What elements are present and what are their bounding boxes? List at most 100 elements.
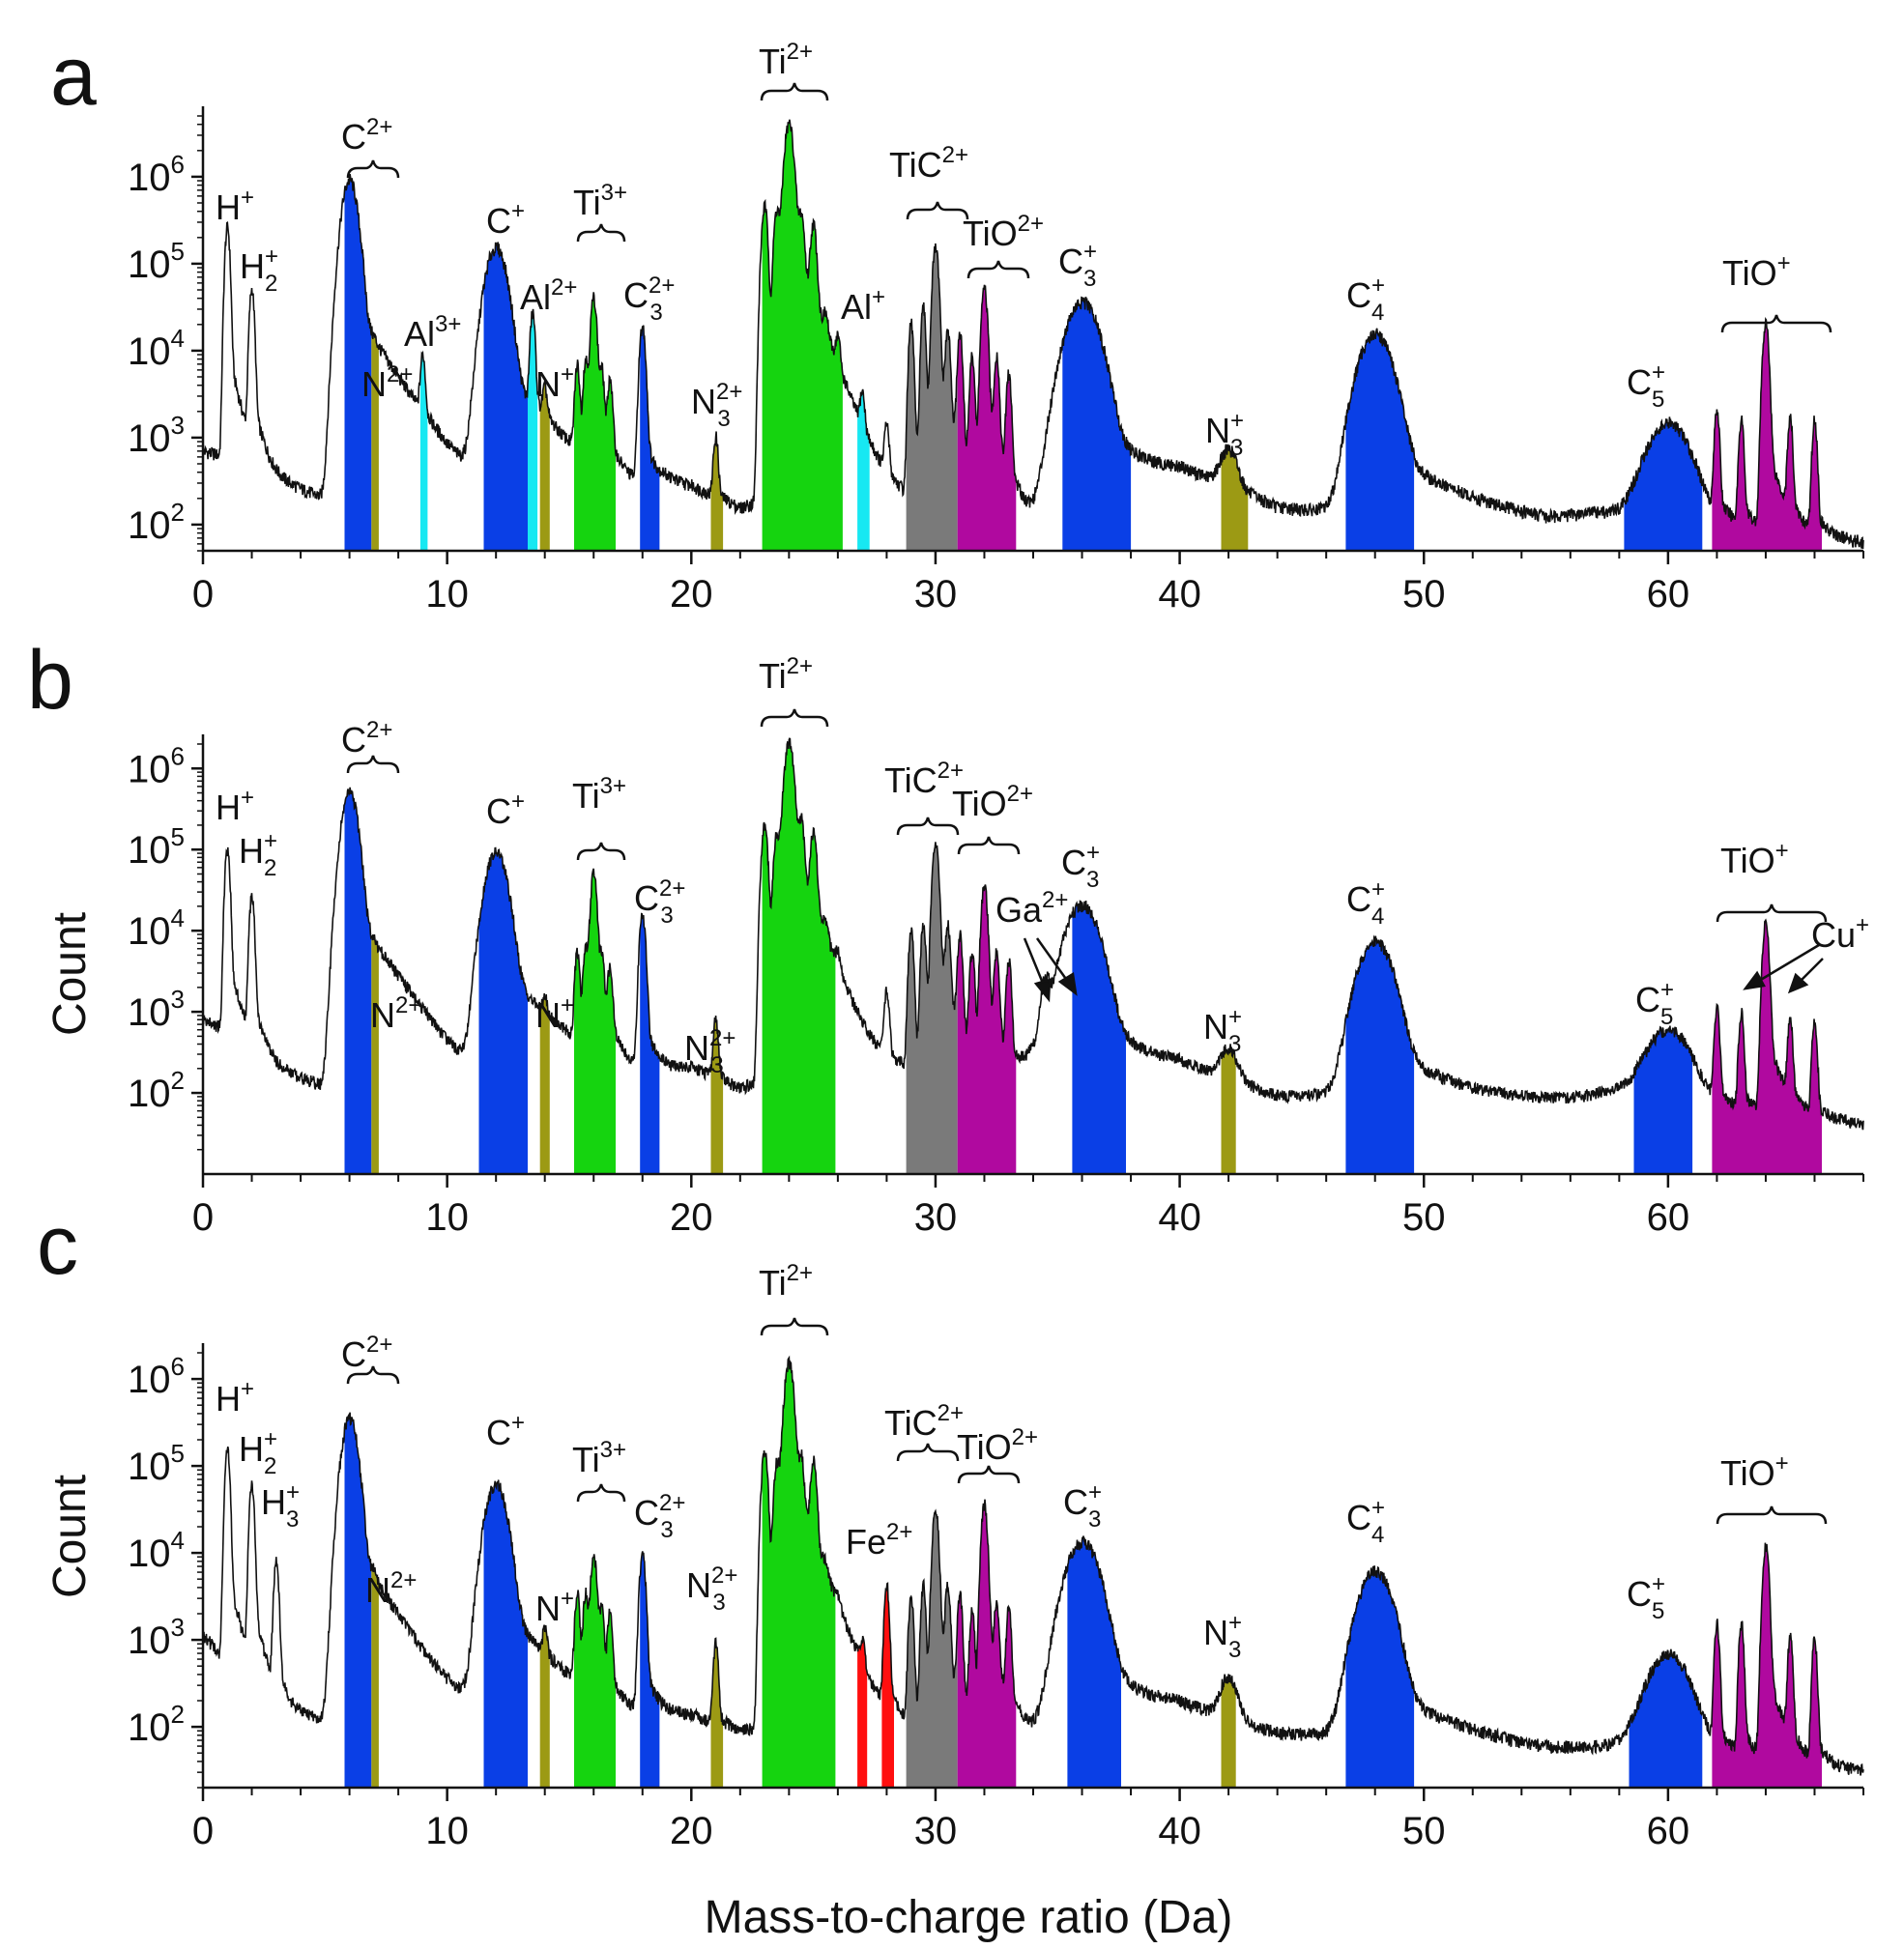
ranged-peak-area bbox=[1067, 1535, 1121, 1788]
y-tick-label: 105 bbox=[128, 237, 185, 286]
ion-label: C+ 4 bbox=[1346, 272, 1385, 326]
ion-label: TiC2+ bbox=[889, 142, 968, 185]
ion-label: C+ 5 bbox=[1627, 359, 1665, 413]
ranged-peak-area bbox=[1072, 901, 1126, 1174]
ion-label: N+ 3 bbox=[1203, 1004, 1242, 1057]
ranged-peak-area bbox=[574, 1554, 616, 1788]
ranged-peak-area bbox=[906, 1510, 958, 1788]
ion-label: Cu+ bbox=[1811, 912, 1869, 955]
ion-label: C+ bbox=[486, 788, 525, 831]
ion-label: N+ 3 bbox=[1205, 408, 1244, 461]
ranged-peak-area bbox=[857, 1636, 868, 1788]
x-tick-label: 60 bbox=[1647, 1810, 1690, 1852]
ranged-peak-area bbox=[1345, 935, 1415, 1174]
ion-label: H+ 3 bbox=[261, 1479, 300, 1533]
ranged-peak-area bbox=[762, 119, 843, 551]
x-tick-label: 20 bbox=[670, 573, 713, 616]
ion-label: N2+ 3 bbox=[684, 1025, 736, 1078]
bracket bbox=[1716, 1505, 1828, 1525]
ion-label: N+ bbox=[535, 992, 574, 1035]
bracket bbox=[760, 82, 829, 101]
x-tick-label: 60 bbox=[1647, 573, 1690, 616]
ranged-peak-area bbox=[1624, 416, 1703, 551]
ranged-peak-area bbox=[906, 243, 958, 551]
arrow-line bbox=[1035, 937, 1070, 983]
x-tick-label: 30 bbox=[914, 1196, 958, 1239]
ion-label: C2+ bbox=[341, 717, 392, 760]
ranged-peak-area bbox=[371, 934, 379, 1174]
ranged-peak-area bbox=[574, 292, 616, 551]
ranged-peak-area bbox=[640, 1551, 660, 1788]
ion-label: C+ 3 bbox=[1058, 239, 1097, 292]
ion-label: Al3+ bbox=[404, 311, 461, 354]
panel-b: b Count 0 10 20 30 40 50 60 102 103 104 105 106 H+ … bbox=[27, 634, 1869, 1239]
bracket bbox=[966, 260, 1030, 279]
ion-label: Ga2+ bbox=[995, 887, 1068, 930]
x-tick-label: 50 bbox=[1402, 1196, 1446, 1239]
y-tick-label: 106 bbox=[128, 150, 185, 199]
ion-label: N2+ bbox=[361, 361, 413, 404]
ranged-peak-area bbox=[881, 1583, 894, 1788]
ion-label: H+ bbox=[216, 785, 254, 827]
x-tick-label: 40 bbox=[1158, 1810, 1201, 1852]
x-tick-label: 20 bbox=[670, 1810, 713, 1852]
group-brackets bbox=[346, 1317, 1828, 1525]
ranged-peak-area bbox=[857, 388, 870, 551]
ranged-peak-area bbox=[640, 913, 660, 1174]
ion-label: TiO2+ bbox=[963, 211, 1044, 253]
bracket bbox=[896, 817, 960, 836]
spectrum-trace bbox=[202, 1355, 1864, 1776]
arrow-line bbox=[1023, 937, 1046, 987]
arrow-head bbox=[1787, 972, 1809, 994]
ion-label: N2+ bbox=[370, 992, 421, 1035]
bracket bbox=[957, 1465, 1021, 1484]
bracket bbox=[1716, 903, 1828, 923]
x-tick-label: 10 bbox=[425, 573, 469, 616]
ion-label: H+ 2 bbox=[239, 1426, 277, 1479]
ion-label: N+ bbox=[535, 1586, 574, 1628]
x-tick-label: 20 bbox=[670, 1196, 713, 1239]
ion-label: C2+ 3 bbox=[634, 1490, 685, 1543]
x-tick-label: 30 bbox=[914, 573, 958, 616]
y-tick-label: 104 bbox=[128, 324, 185, 373]
ranged-peak-area bbox=[539, 1624, 550, 1788]
ranged-peak-area bbox=[957, 1499, 1017, 1788]
ion-label: H+ 2 bbox=[240, 244, 278, 297]
ion-label: C2+ bbox=[341, 1332, 392, 1374]
y-tick-label: 104 bbox=[128, 903, 185, 953]
ion-labels: H+ H+ 2 H+ 3 C2+ N2+ C+ Ti3+ N+ C2+ 3 N2+ 3 … bbox=[216, 1260, 1789, 1663]
ion-label: H+ bbox=[216, 185, 254, 227]
y-tick-label: 106 bbox=[128, 741, 185, 790]
ranged-peak-area bbox=[710, 431, 724, 551]
panel-letter: a bbox=[50, 30, 97, 123]
ion-label: N+ bbox=[535, 361, 574, 404]
y-tick-label: 102 bbox=[128, 1700, 185, 1749]
x-tick-label: 10 bbox=[425, 1810, 469, 1852]
spectrum-trace bbox=[202, 119, 1864, 550]
ion-label: Ti3+ bbox=[573, 180, 627, 222]
ranged-peak-area bbox=[539, 381, 550, 551]
ranged-peak-area bbox=[1221, 444, 1249, 551]
bracket bbox=[346, 755, 400, 774]
x-tick-label: 40 bbox=[1158, 1196, 1201, 1239]
arrow-head bbox=[1057, 971, 1078, 996]
ion-label: N2+ 3 bbox=[691, 379, 742, 432]
ion-labels: H+ H+ 2 C2+ Al3+ N2+ C+ Ti3+ Al2+ N+ C2+ 3… bbox=[216, 39, 1791, 461]
ion-label: C+ bbox=[486, 1410, 525, 1452]
ion-label: C+ 5 bbox=[1635, 977, 1674, 1030]
group-brackets bbox=[346, 82, 1832, 333]
ion-label: TiO+ bbox=[1720, 1450, 1789, 1493]
ranged-peak-area bbox=[1221, 1044, 1236, 1174]
ion-label: N+ 3 bbox=[1203, 1610, 1242, 1663]
bracket bbox=[576, 842, 626, 861]
ion-label: Al+ bbox=[841, 284, 885, 327]
ranged-peak-area bbox=[419, 353, 428, 551]
x-tick-label: 50 bbox=[1402, 573, 1446, 616]
ion-label: C+ bbox=[486, 198, 525, 241]
ion-label: TiO+ bbox=[1722, 250, 1791, 293]
x-tick-label: 30 bbox=[914, 1810, 958, 1852]
ion-label: Ti3+ bbox=[572, 773, 626, 816]
x-tick-label: 60 bbox=[1647, 1196, 1690, 1239]
ranged-peak-area bbox=[1345, 328, 1415, 551]
bracket bbox=[906, 201, 969, 220]
